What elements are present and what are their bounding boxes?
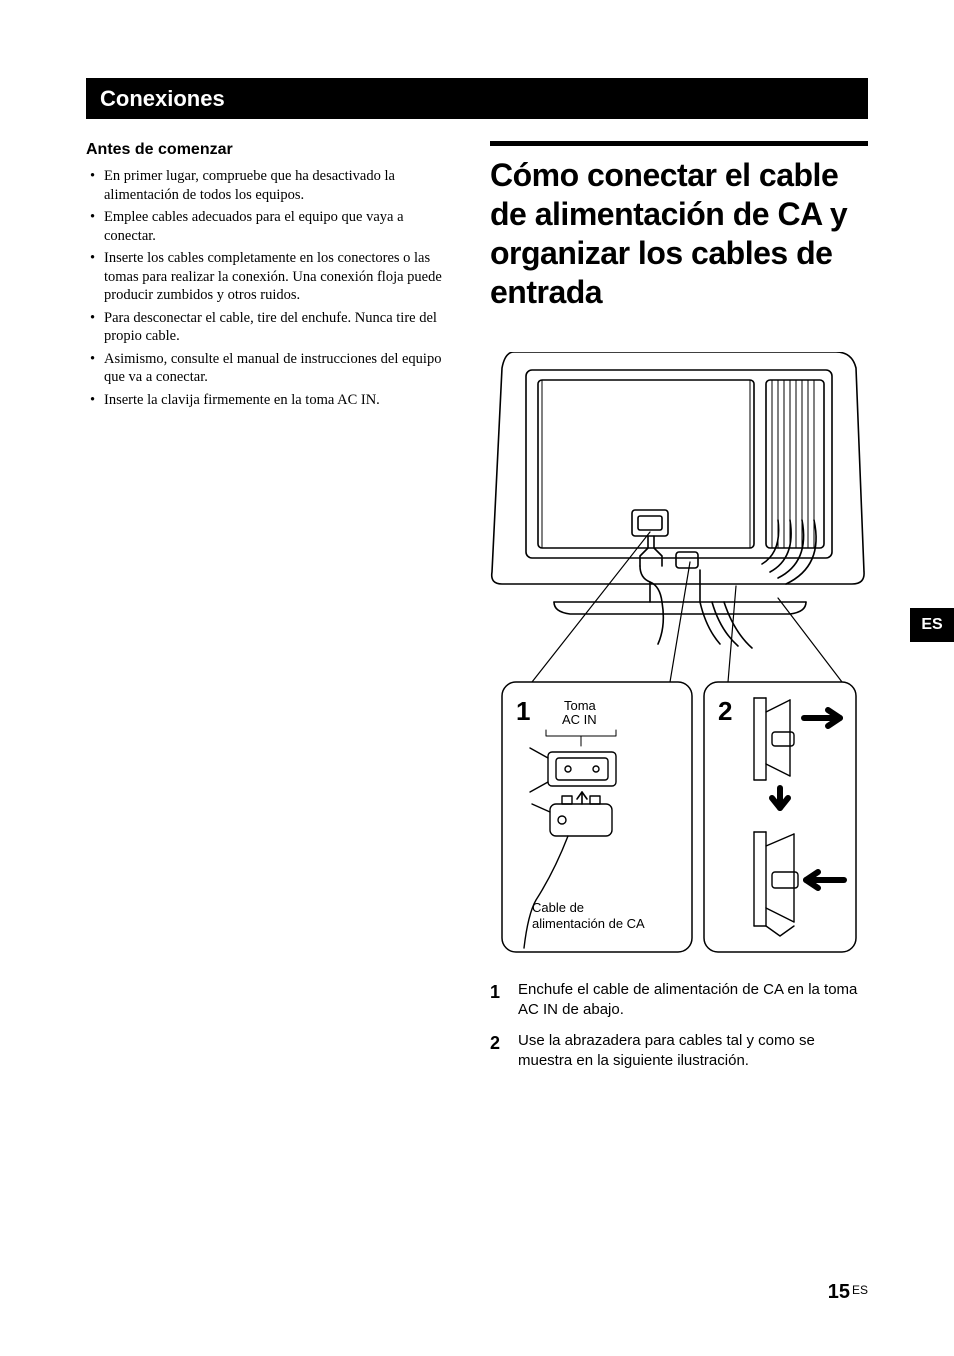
panel2-number: 2: [718, 696, 732, 726]
label-toma-2: AC IN: [562, 712, 597, 727]
language-tab: ES: [910, 608, 954, 642]
panel1-number: 1: [516, 696, 530, 726]
page-number: 15: [828, 1281, 850, 1303]
right-column: Cómo conectar el cable de alimentación d…: [490, 141, 868, 1081]
left-column: Antes de comenzar En primer lugar, compr…: [86, 141, 458, 1081]
list-item: En primer lugar, compruebe que ha desact…: [104, 167, 458, 204]
step-number: 2: [490, 1031, 506, 1072]
label-toma-1: Toma: [564, 698, 597, 713]
step-text: Use la abrazadera para cables tal y como…: [518, 1031, 868, 1072]
steps: 1 Enchufe el cable de alimentación de CA…: [490, 980, 868, 1071]
language-code: ES: [921, 616, 942, 634]
list-item: Inserte los cables completamente en los …: [104, 249, 458, 305]
bullet-list: En primer lugar, compruebe que ha desact…: [86, 167, 458, 410]
label-cable-1: Cable de: [532, 900, 584, 915]
article-title: Cómo conectar el cable de alimentación d…: [490, 156, 868, 312]
step-item: 2 Use la abrazadera para cables tal y co…: [490, 1031, 868, 1072]
list-item: Asimismo, consulte el manual de instrucc…: [104, 350, 458, 387]
step-item: 1 Enchufe el cable de alimentación de CA…: [490, 980, 868, 1021]
section-title-bar: Conexiones: [86, 78, 868, 119]
step-number: 1: [490, 980, 506, 1021]
page-footer: 15ES: [828, 1281, 868, 1304]
label-cable-2: alimentación de CA: [532, 916, 645, 931]
list-item: Inserte la clavija firmemente en la toma…: [104, 391, 458, 410]
list-item: Para desconectar el cable, tire del ench…: [104, 309, 458, 346]
page-code: ES: [852, 1283, 868, 1297]
list-item: Emplee cables adecuados para el equipo q…: [104, 208, 458, 245]
heavy-rule: [490, 141, 868, 146]
section-title: Conexiones: [100, 86, 225, 111]
diagram: 1 Toma AC IN: [490, 352, 868, 958]
left-subhead: Antes de comenzar: [86, 141, 458, 159]
step-text: Enchufe el cable de alimentación de CA e…: [518, 980, 868, 1021]
